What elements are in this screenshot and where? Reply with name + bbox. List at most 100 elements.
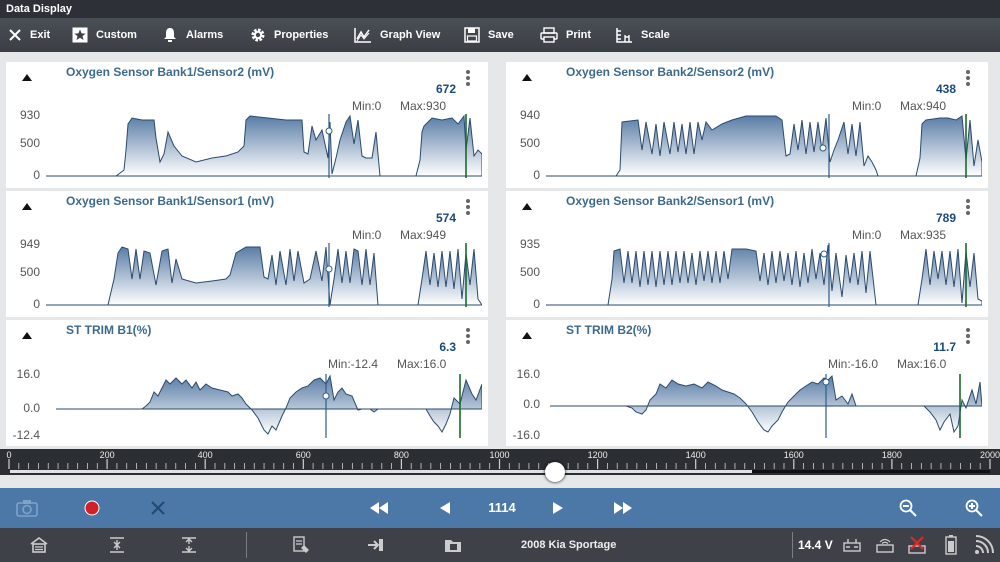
vehicle-info-button[interactable]	[288, 528, 314, 562]
more-options-icon[interactable]	[466, 70, 470, 86]
zoom-out-button[interactable]	[894, 488, 922, 528]
save-button[interactable]: Save	[464, 18, 540, 52]
max-value: Max:935	[900, 228, 947, 242]
ruler-tick-label: 0	[6, 450, 12, 460]
folder-icon	[445, 540, 461, 552]
ruler-tick-label: 1400	[685, 450, 706, 460]
trace-area	[550, 374, 982, 434]
y-tick-top: 16.0	[516, 367, 540, 381]
trace-graph[interactable]	[546, 370, 982, 438]
fast-forward-button[interactable]	[608, 488, 638, 528]
vci-error-icon	[908, 536, 926, 554]
trace-graph[interactable]	[46, 239, 482, 307]
graph-panel-o2-b2s1[interactable]: Oxygen Sensor Bank2/Sensor1 (mV) 789 Min…	[506, 191, 988, 317]
current-value: 11.7	[933, 340, 956, 354]
frame-counter: 1114	[488, 500, 516, 515]
graph-panel-o2-b1s1[interactable]: Oxygen Sensor Bank1/Sensor1 (mV) 574 Min…	[6, 191, 488, 317]
clear-icon	[151, 501, 165, 515]
alarms-label: Alarms	[186, 29, 224, 41]
panel-title: ST TRIM B2(%)	[566, 323, 652, 337]
zoom-in-button[interactable]	[960, 488, 988, 528]
trace-graph[interactable]	[546, 110, 982, 178]
graph-view-button[interactable]: Graph View	[354, 18, 464, 52]
y-tick-bottom: 0	[33, 168, 40, 182]
graph-view-label: Graph View	[380, 29, 441, 41]
more-options-icon[interactable]	[466, 199, 470, 215]
snapshot-button[interactable]	[12, 488, 42, 528]
connect-button[interactable]	[363, 528, 389, 562]
expand-button[interactable]	[176, 528, 202, 562]
min-value: Min:0	[352, 228, 382, 242]
panel-title: ST TRIM B1(%)	[66, 323, 152, 337]
collapse-arrow-icon[interactable]	[22, 332, 32, 339]
timeline-slider-handle[interactable]	[545, 462, 566, 482]
graph-panel-o2-b2s2[interactable]: Oxygen Sensor Bank2/Sensor2 (mV) 438 Min…	[506, 62, 988, 188]
bell-icon	[164, 28, 176, 42]
properties-button[interactable]: Properties	[250, 18, 354, 52]
print-button[interactable]: Print	[540, 18, 615, 52]
ruler-tick-label: 1800	[881, 450, 902, 460]
current-value: 672	[435, 82, 456, 96]
battery-connector-icon	[843, 539, 861, 552]
gear-icon	[251, 28, 265, 42]
collapse-arrow-icon[interactable]	[22, 74, 32, 81]
separator	[792, 532, 793, 558]
battery-indicator	[940, 528, 962, 562]
collapse-arrow-icon[interactable]	[522, 332, 532, 339]
trace-graph[interactable]	[46, 110, 482, 178]
home-button[interactable]	[26, 528, 52, 562]
custom-button[interactable]: Custom	[72, 18, 162, 52]
save-icon	[464, 27, 480, 43]
collapse-button[interactable]	[104, 528, 130, 562]
custom-label: Custom	[96, 29, 137, 41]
max-value: Max:16.0	[397, 357, 447, 371]
camera-icon	[16, 500, 38, 517]
cursor-dot	[819, 144, 827, 152]
window-title: Data Display	[0, 0, 1000, 18]
vehicle-info-icon	[293, 536, 309, 553]
more-options-icon[interactable]	[966, 70, 970, 86]
trace-graph[interactable]	[546, 239, 982, 307]
graph-panel-o2-b1s2[interactable]: Oxygen Sensor Bank1/Sensor2 (mV) 672 Min…	[6, 62, 488, 188]
panel-title: Oxygen Sensor Bank2/Sensor1 (mV)	[566, 194, 775, 208]
more-options-icon[interactable]	[966, 199, 970, 215]
expand-icon	[182, 537, 196, 553]
range-remainder-bar	[752, 470, 990, 473]
collapse-arrow-icon[interactable]	[22, 203, 32, 210]
graph-panel-st-trim-b1[interactable]: ST TRIM B1(%) 6.3 Min:-12.4 Max:16.0 16.…	[6, 320, 488, 446]
max-value: Max:16.0	[897, 357, 947, 371]
alarms-button[interactable]: Alarms	[162, 18, 250, 52]
trace-graph[interactable]	[46, 370, 482, 438]
toolbar: Exit Custom Alarms Properties Graph View…	[0, 18, 1000, 52]
trace-area	[46, 114, 482, 177]
exit-label: Exit	[30, 29, 51, 41]
y-tick-mid: 500	[19, 265, 40, 279]
scale-button[interactable]: Scale	[615, 18, 695, 52]
step-back-button[interactable]	[432, 488, 458, 528]
y-tick-top: 935	[519, 237, 540, 251]
record-button[interactable]	[78, 488, 106, 528]
y-tick-top: 949	[19, 237, 40, 251]
more-options-icon[interactable]	[466, 328, 470, 344]
more-options-icon[interactable]	[966, 328, 970, 344]
ruler-scale	[8, 459, 991, 473]
vci-icon	[876, 538, 894, 553]
step-forward-button[interactable]	[545, 488, 571, 528]
cursor-dot	[322, 392, 330, 400]
current-value: 789	[935, 211, 956, 225]
exit-button[interactable]: Exit	[8, 18, 72, 52]
trace-area	[56, 374, 482, 435]
graph-panel-st-trim-b2[interactable]: ST TRIM B2(%) 11.7 Min:-16.0 Max:16.0 16…	[506, 320, 988, 446]
y-tick-bottom: 0	[33, 297, 40, 311]
step-forward-icon	[553, 502, 563, 514]
data-folder-button[interactable]	[440, 528, 466, 562]
collapse-arrow-icon[interactable]	[522, 74, 532, 81]
y-tick-mid: 500	[519, 265, 540, 279]
collapse-arrow-icon[interactable]	[522, 203, 532, 210]
min-value: Min:0	[852, 99, 882, 113]
save-label: Save	[488, 29, 514, 41]
timeline-ruler[interactable]: 0 200 400 600 800 1000 1200 1400 1600 1800 2000	[0, 449, 1000, 482]
close-icon	[9, 29, 21, 41]
clear-button[interactable]	[144, 488, 172, 528]
rewind-button[interactable]	[364, 488, 394, 528]
